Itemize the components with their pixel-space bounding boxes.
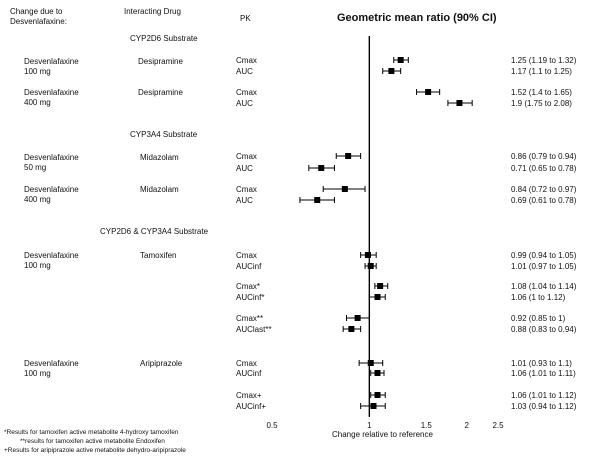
header-change-line2: Desvenlafaxine: [10, 17, 67, 26]
header-pk: PK [240, 14, 251, 23]
footnote-3: +Results for aripiprazole active metabol… [4, 447, 186, 454]
x-tick-label: 2 [464, 421, 469, 430]
group-4-line1: Desvenlafaxine [24, 185, 79, 194]
ratio-label: 0.92 (0.85 to 1) [511, 314, 566, 323]
pk-label: Cmax [236, 152, 257, 161]
section-cyp2d6-cyp3a4: CYP2D6 & CYP3A4 Substrate [100, 227, 209, 236]
section-cyp2d6: CYP2D6 Substrate [130, 34, 198, 43]
pk-label: AUC [236, 99, 253, 108]
ratio-label: 1.25 (1.19 to 1.32) [511, 56, 577, 65]
point-estimate [374, 392, 381, 398]
ratio-label: 1.08 (1.04 to 1.14) [511, 282, 577, 291]
pk-label: Cmax [236, 88, 257, 97]
ratio-label: 0.86 (0.79 to 0.94) [511, 152, 577, 161]
chart-title: Geometric mean ratio (90% CI) [337, 12, 497, 24]
group-3-line2: 50 mg [24, 163, 46, 172]
x-tick-label: 1 [367, 421, 372, 430]
section-cyp3a4: CYP3A4 Substrate [130, 130, 198, 139]
point-estimate [367, 360, 374, 366]
ratio-label: 1.01 (0.97 to 1.05) [511, 262, 577, 271]
pk-label: Cmax [236, 185, 257, 194]
pk-label: AUCinf* [236, 293, 264, 302]
pk-label: AUCinf [236, 369, 262, 378]
x-tick-label: 0.5 [266, 421, 278, 430]
point-estimate [318, 165, 325, 171]
group-4-drug: Midazolam [140, 185, 179, 194]
point-estimate [377, 283, 384, 289]
group-2-line2: 400 mg [24, 98, 51, 107]
ratio-label: 1.06 (1.01 to 1.11) [511, 369, 576, 378]
group-2-drug: Desipramine [138, 88, 183, 97]
ratio-label: 0.99 (0.94 to 1.05) [511, 251, 577, 260]
point-estimate [345, 153, 352, 159]
point-estimate [374, 370, 381, 376]
point-estimate [354, 315, 361, 321]
ratio-label: 0.88 (0.83 to 0.94) [511, 325, 577, 334]
point-estimate [397, 57, 404, 63]
pk-label: Cmax [236, 251, 257, 260]
point-estimate [388, 68, 395, 74]
point-estimate [456, 100, 463, 106]
ratio-label: 1.01 (0.93 to 1.1) [511, 359, 572, 368]
footnote-1: *Results for tamoxifen active metabolite… [4, 429, 179, 436]
ratio-label: 1.06 (1.01 to 1.12) [511, 391, 577, 400]
x-tick-label: 2.5 [492, 421, 504, 430]
point-estimate [370, 403, 377, 409]
pk-label: Cmax [236, 359, 257, 368]
point-estimate [425, 89, 432, 95]
pk-label: AUCinf [236, 262, 262, 271]
group-3-line1: Desvenlafaxine [24, 153, 79, 162]
ratio-label: 0.71 (0.65 to 0.78) [511, 164, 577, 173]
ratio-label: 1.9 (1.75 to 2.08) [511, 99, 572, 108]
x-axis-label: Change relative to reference [332, 430, 434, 439]
ratio-label: 1.52 (1.4 to 1.65) [511, 88, 572, 97]
group-1-line2: 100 mg [24, 67, 51, 76]
group-3-drug: Midazolam [140, 153, 179, 162]
group-5-drug: Tamoxifen [140, 251, 176, 260]
pk-label: Cmax+ [236, 391, 262, 400]
group-6-line2: 100 mg [24, 369, 51, 378]
group-2-line1: Desvenlafaxine [24, 88, 79, 97]
pk-label: AUC [236, 164, 253, 173]
footnote-2: **results for tamoxifen active metabolit… [20, 438, 165, 445]
group-6-drug: Aripiprazole [140, 359, 183, 368]
pk-label: Cmax* [236, 282, 260, 291]
pk-label: AUCinf+ [236, 402, 266, 411]
point-estimate [374, 294, 381, 300]
group-1-line1: Desvenlafaxine [24, 57, 79, 66]
chart-marks: 0.5 1 1.5 2 2.5 Cmax 1.25 (1.19 to 1.32) AUC 1.1… [236, 36, 577, 430]
header-change-line1: Change due to [10, 7, 63, 16]
group-6-line1: Desvenlafaxine [24, 359, 79, 368]
ratio-label: 1.17 (1.1 to 1.25) [511, 67, 572, 76]
point-estimate [348, 326, 355, 332]
ratio-label: 0.84 (0.72 to 0.97) [511, 185, 577, 194]
group-5-line1: Desvenlafaxine [24, 251, 79, 260]
point-estimate [314, 197, 321, 203]
header-interacting-drug: Interacting Drug [124, 7, 181, 16]
pk-label: AUClast** [236, 325, 272, 334]
pk-label: Cmax** [236, 314, 263, 323]
ratio-label: 0.69 (0.61 to 0.78) [511, 196, 577, 205]
pk-label: Cmax [236, 56, 257, 65]
pk-label: AUC [236, 196, 253, 205]
pk-label: AUC [236, 67, 253, 76]
point-estimate [341, 186, 348, 192]
ratio-label: 1.03 (0.94 to 1.12) [511, 402, 577, 411]
group-5-line2: 100 mg [24, 261, 51, 270]
group-1-drug: Desipramine [138, 57, 183, 66]
point-estimate [364, 252, 371, 258]
group-labels: Desvenlafaxine 100 mg Desipramine Desven… [24, 57, 183, 378]
x-tick-label: 1.5 [421, 421, 433, 430]
group-4-line2: 400 mg [24, 195, 51, 204]
ratio-label: 1.06 (1 to 1.12) [511, 293, 566, 302]
point-estimate [367, 263, 374, 269]
